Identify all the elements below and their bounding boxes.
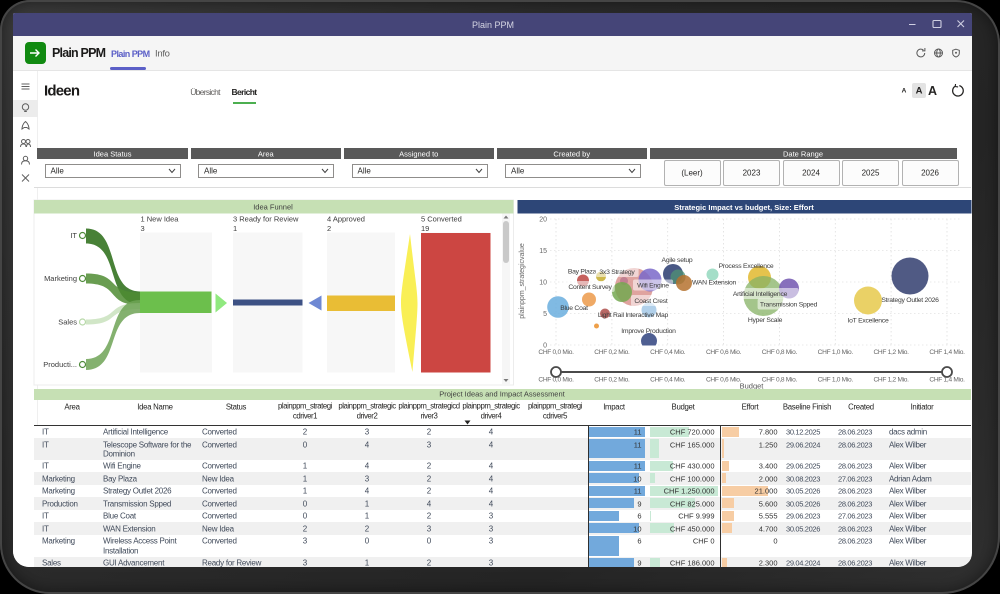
svg-text:Idea Funnel: Idea Funnel [253,203,293,212]
svg-text:4 Approved: 4 Approved [327,215,365,224]
svg-text:15: 15 [539,248,547,255]
svg-text:CHF 1,2 Mio.: CHF 1,2 Mio. [873,349,909,356]
svg-text:Marketing: Marketing [44,274,77,283]
svg-text:Process Excellence: Process Excellence [719,263,774,270]
svg-text:0: 0 [543,343,547,350]
svg-text:CHF 0,8 Mio.: CHF 0,8 Mio. [762,349,798,356]
svg-text:Content Survey: Content Survey [568,284,612,291]
svg-text:Coast Crest: Coast Crest [634,298,667,305]
svg-text:Producti...: Producti... [43,360,77,369]
svg-text:Strategic Impact vs budget, Si: Strategic Impact vs budget, Size: Effort [674,203,814,212]
svg-text:5 Converted: 5 Converted [421,215,462,224]
svg-text:CHF 1,2 Mio.: CHF 1,2 Mio. [873,377,909,384]
svg-text:CHF 0,8 Mio.: CHF 0,8 Mio. [762,377,798,384]
svg-text:IT: IT [70,231,77,240]
svg-text:1: 1 [233,224,237,233]
svg-text:3x3 Strategy: 3x3 Strategy [599,269,635,276]
svg-text:Sales: Sales [58,318,77,327]
svg-text:3: 3 [141,224,145,233]
svg-text:5: 5 [543,311,547,318]
svg-text:CHF 0,2 Mio.: CHF 0,2 Mio. [594,349,630,356]
svg-text:Wifi Engine: Wifi Engine [637,283,669,290]
svg-text:20: 20 [539,217,547,224]
svg-text:Light Rail Interactive Map: Light Rail Interactive Map [598,312,669,319]
svg-text:CHF 1,4 Mio.: CHF 1,4 Mio. [929,349,965,356]
svg-text:CHF 0,2 Mio.: CHF 0,2 Mio. [594,377,630,384]
svg-text:CHF 0,0 Mio.: CHF 0,0 Mio. [538,377,574,384]
svg-text:2: 2 [327,224,331,233]
svg-text:IoT Excellence: IoT Excellence [848,318,889,325]
svg-text:CHF 0,0 Mio.: CHF 0,0 Mio. [538,349,574,356]
svg-text:plainppm_strategicvalue: plainppm_strategicvalue [519,243,526,319]
svg-text:3 Ready for Review: 3 Ready for Review [233,215,299,224]
svg-text:CHF 0,4 Mio.: CHF 0,4 Mio. [650,349,686,356]
svg-text:CHF 1,4 Mio.: CHF 1,4 Mio. [929,377,965,384]
svg-text:Artificial Intelligence: Artificial Intelligence [733,291,788,298]
svg-text:Hyper Scale: Hyper Scale [748,317,783,324]
svg-text:Bay Plaza: Bay Plaza [568,269,597,276]
svg-text:10: 10 [539,280,547,287]
svg-text:CHF 0,6 Mio.: CHF 0,6 Mio. [706,349,742,356]
svg-text:WAN Extension: WAN Extension [692,280,737,287]
svg-text:CHF 1,0 Mio.: CHF 1,0 Mio. [818,377,854,384]
svg-text:Improve Production: Improve Production [621,328,676,335]
svg-text:Blue Coat: Blue Coat [560,305,588,312]
svg-text:CHF 1,0 Mio.: CHF 1,0 Mio. [818,349,854,356]
svg-text:CHF 0,4 Mio.: CHF 0,4 Mio. [650,377,686,384]
svg-text:1 New Idea: 1 New Idea [141,215,180,224]
svg-text:CHF 0,6 Mio.: CHF 0,6 Mio. [706,377,742,384]
svg-text:19: 19 [421,224,429,233]
svg-text:Agile setup: Agile setup [662,257,693,264]
svg-text:Transmission Spped: Transmission Spped [760,302,818,309]
svg-text:Budget: Budget [740,382,765,391]
svg-text:Strategy Outlet 2026: Strategy Outlet 2026 [881,297,939,304]
